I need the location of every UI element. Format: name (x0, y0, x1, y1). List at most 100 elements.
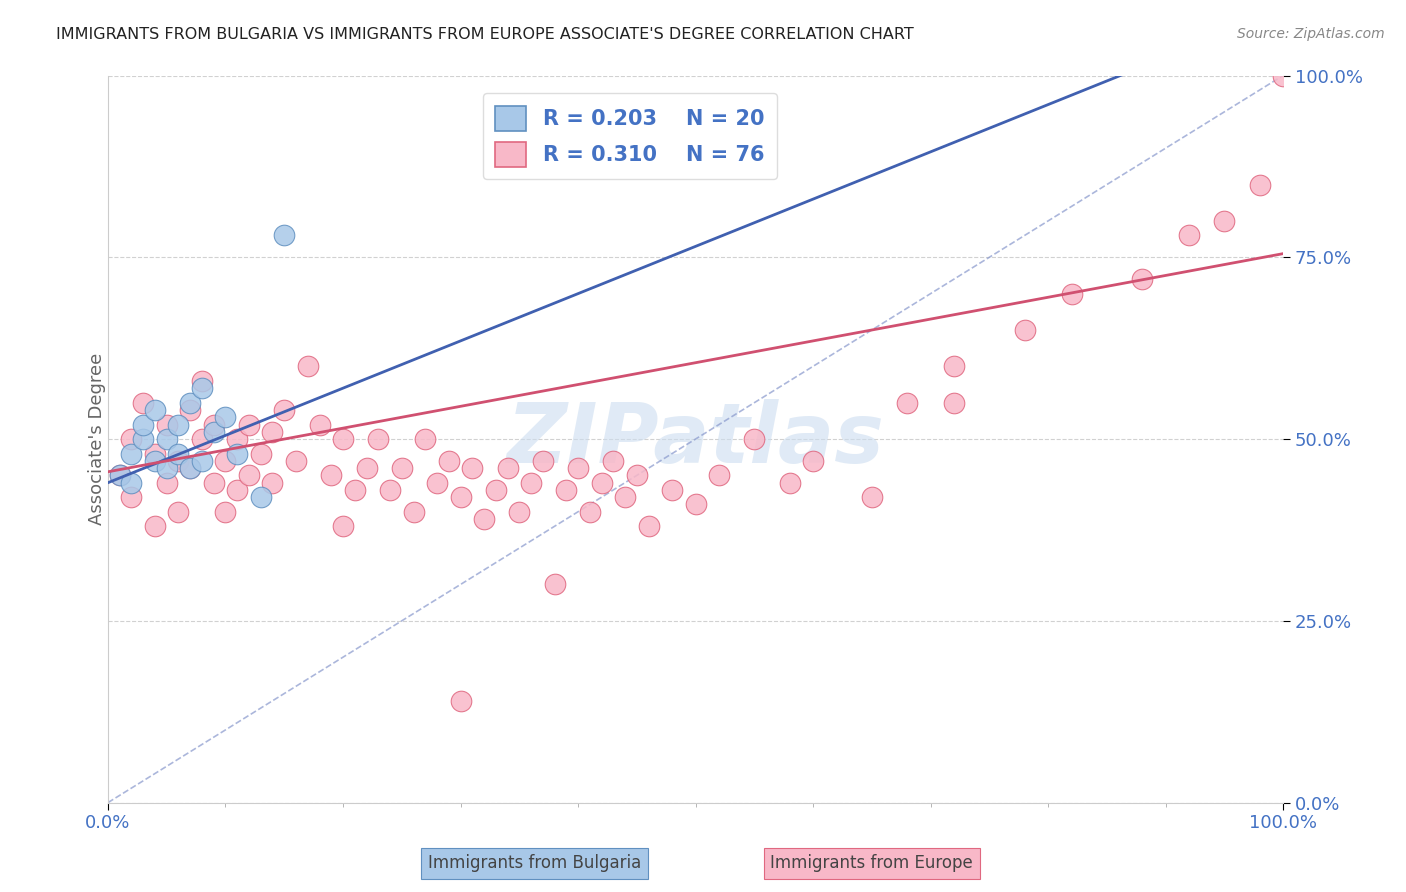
Point (179, 461, 201, 475)
Point (191, 454, 214, 468)
Point (121, 432, 143, 446)
Point (273, 403, 295, 417)
Point (238, 468, 260, 483)
Point (143, 454, 166, 468)
Point (156, 475, 179, 490)
Point (202, 425, 225, 439)
Point (520, 475, 543, 490)
Point (402, 505, 425, 519)
Point (578, 505, 600, 519)
Point (167, 447, 190, 461)
Point (450, 490, 472, 504)
Point (108, 468, 131, 483)
Point (860, 490, 883, 504)
Point (132, 417, 155, 432)
Point (378, 483, 401, 497)
Point (801, 454, 824, 468)
Point (214, 454, 236, 468)
Point (191, 432, 214, 446)
Point (707, 468, 730, 483)
Point (143, 519, 166, 533)
Point (531, 454, 554, 468)
Text: IMMIGRANTS FROM BULGARIA VS IMMIGRANTS FROM EUROPE ASSOCIATE'S DEGREE CORRELATIO: IMMIGRANTS FROM BULGARIA VS IMMIGRANTS F… (56, 27, 914, 42)
Point (121, 490, 143, 504)
Point (214, 505, 236, 519)
Point (461, 461, 484, 475)
Point (1178, 228, 1201, 243)
Point (202, 475, 225, 490)
Point (450, 694, 472, 708)
Point (943, 395, 966, 409)
Point (332, 519, 354, 533)
Point (179, 461, 201, 475)
Point (555, 483, 578, 497)
Point (685, 498, 707, 512)
Point (485, 483, 508, 497)
Point (285, 454, 308, 468)
Point (156, 461, 179, 475)
Point (226, 447, 249, 461)
Point (297, 359, 319, 374)
Point (626, 468, 648, 483)
Point (321, 468, 343, 483)
Point (132, 432, 155, 446)
Point (262, 425, 284, 439)
Point (332, 432, 354, 446)
Point (602, 454, 624, 468)
Point (214, 410, 236, 425)
Point (143, 447, 166, 461)
Point (508, 505, 530, 519)
Point (308, 417, 330, 432)
Text: ZIPatlas: ZIPatlas (506, 399, 884, 480)
Legend: R = 0.203    N = 20, R = 0.310    N = 76: R = 0.203 N = 20, R = 0.310 N = 76 (482, 93, 778, 179)
Point (262, 475, 284, 490)
Point (1213, 214, 1236, 228)
Point (179, 395, 201, 409)
Point (1130, 272, 1153, 286)
Point (108, 468, 131, 483)
Point (896, 395, 918, 409)
Point (156, 417, 179, 432)
Point (249, 447, 271, 461)
Point (226, 483, 249, 497)
Point (1272, 69, 1295, 83)
Point (143, 403, 166, 417)
Point (121, 475, 143, 490)
Point (567, 461, 589, 475)
Point (156, 432, 179, 446)
Point (167, 417, 190, 432)
Point (1014, 323, 1036, 337)
Point (191, 374, 214, 388)
Point (1060, 286, 1083, 301)
Point (637, 519, 659, 533)
Point (943, 359, 966, 374)
Point (1249, 178, 1271, 192)
Point (426, 475, 449, 490)
Point (343, 483, 366, 497)
Point (167, 505, 190, 519)
Point (591, 475, 613, 490)
Point (132, 395, 155, 409)
Point (779, 475, 801, 490)
Point (356, 461, 378, 475)
Point (472, 512, 495, 526)
Point (249, 490, 271, 504)
Point (226, 432, 249, 446)
Point (179, 403, 201, 417)
Point (167, 454, 190, 468)
Text: Source: ZipAtlas.com: Source: ZipAtlas.com (1237, 27, 1385, 41)
Point (367, 432, 389, 446)
Text: Immigrants from Bulgaria: Immigrants from Bulgaria (427, 855, 641, 872)
Point (742, 432, 765, 446)
Point (238, 417, 260, 432)
Point (496, 461, 519, 475)
Point (391, 461, 413, 475)
Point (121, 447, 143, 461)
Point (614, 490, 637, 504)
Point (273, 228, 295, 243)
Point (413, 432, 436, 446)
Y-axis label: Associate's Degree: Associate's Degree (89, 353, 105, 525)
Point (543, 577, 565, 591)
Text: Immigrants from Europe: Immigrants from Europe (770, 855, 973, 872)
Point (202, 417, 225, 432)
